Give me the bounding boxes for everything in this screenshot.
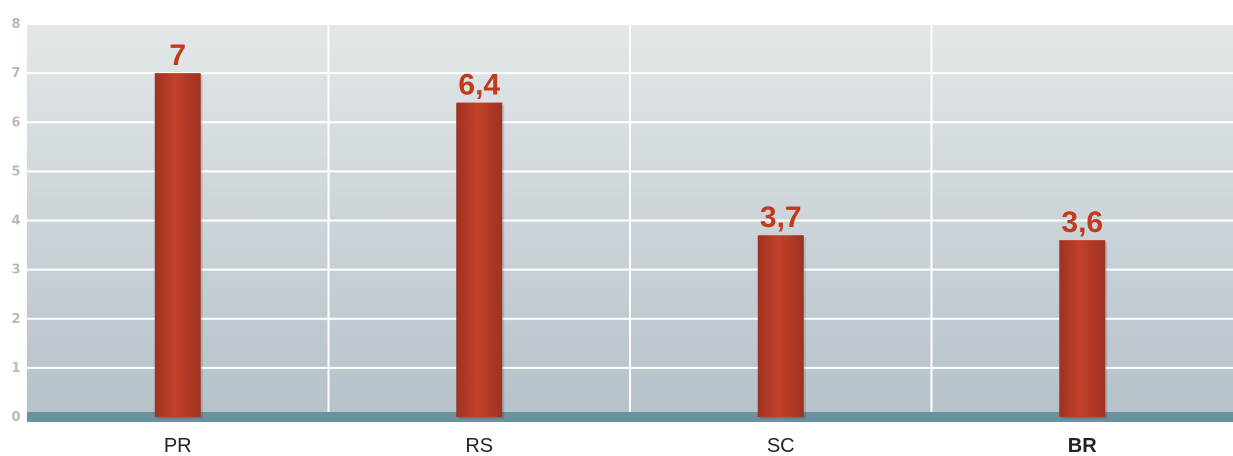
bars [154,73,1108,419]
y-tick-0: 0 [11,410,20,425]
y-tick-2: 2 [11,312,20,327]
data-label-pr: 7 [169,39,186,72]
x-axis-ticks: PR RS SC BR [164,435,1097,456]
data-labels: 7 6,4 3,7 3,6 [169,39,1103,239]
bar-sc [757,235,804,417]
x-tick-sc: SC [767,435,795,456]
x-tick-pr: PR [164,435,192,456]
y-tick-6: 6 [11,115,20,130]
data-label-sc: 3,7 [760,201,802,234]
bar-pr [154,73,201,417]
bar-rs [456,102,503,417]
x-tick-br: BR [1068,435,1097,456]
baseline-band-rect [27,412,1233,422]
y-tick-3: 3 [11,263,20,278]
data-label-rs: 6,4 [458,69,500,102]
gridlines [27,23,1233,417]
y-tick-5: 5 [11,164,20,179]
y-tick-8: 8 [11,17,20,32]
y-tick-7: 7 [11,66,20,81]
baseline-band [27,412,1233,422]
x-tick-rs: RS [465,435,493,456]
y-tick-4: 4 [11,214,20,229]
bar-br [1059,240,1106,417]
data-label-br: 3,6 [1061,206,1103,239]
y-tick-1: 1 [11,361,20,376]
y-axis-ticks: 0 1 2 3 4 5 6 7 8 [11,17,20,425]
